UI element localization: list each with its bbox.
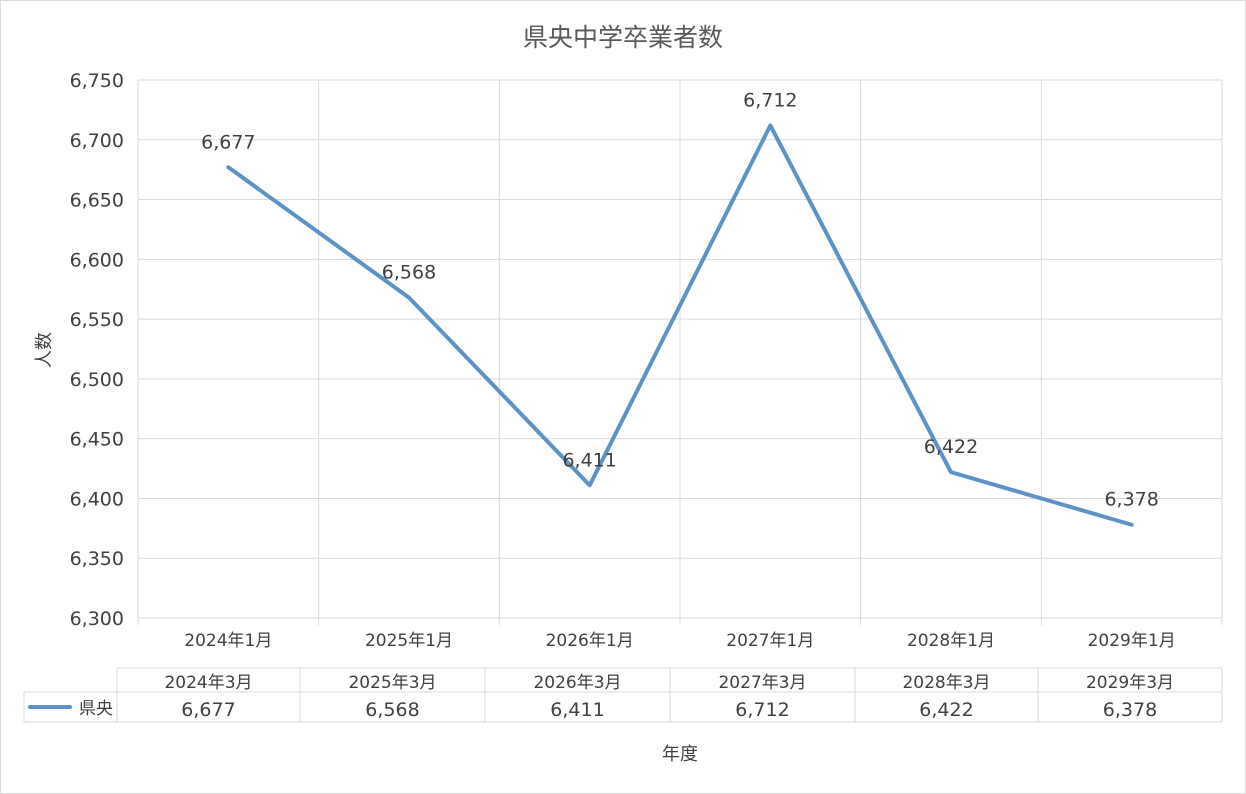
y-tick-label: 6,650 — [70, 190, 124, 212]
y-tick-label: 6,350 — [70, 548, 124, 570]
y-tick-label: 6,750 — [70, 70, 124, 92]
data-label: 6,568 — [382, 262, 436, 284]
y-tick-label: 6,450 — [70, 429, 124, 451]
x-axis-title: 年度 — [662, 744, 698, 765]
table-header-cell: 2026年3月 — [533, 673, 621, 693]
table-value-cell: 6,378 — [1103, 699, 1157, 721]
x-tick-label: 2025年1月 — [365, 631, 453, 651]
x-tick-label: 2029年1月 — [1088, 631, 1176, 651]
x-tick-label: 2028年1月 — [907, 631, 995, 651]
data-label: 6,411 — [562, 449, 616, 471]
table-header-cell: 2025年3月 — [348, 673, 436, 693]
y-tick-label: 6,300 — [70, 608, 124, 630]
y-axis-title: 人数 — [34, 332, 55, 368]
chart-title: 県央中学卒業者数 — [522, 23, 723, 52]
data-label: 6,677 — [201, 131, 255, 153]
y-tick-label: 6,700 — [70, 130, 124, 152]
x-tick-label: 2027年1月 — [726, 631, 814, 651]
table-header-cell: 2024年3月 — [164, 673, 252, 693]
data-label: 6,422 — [924, 436, 978, 458]
table-value-cell: 6,568 — [365, 699, 419, 721]
table-header-cell: 2028年3月 — [902, 673, 990, 693]
series-line — [226, 123, 1134, 527]
table-value-cell: 6,422 — [919, 699, 973, 721]
table-header-cell: 2029年3月 — [1086, 673, 1174, 693]
table-value-cell: 6,712 — [735, 699, 789, 721]
table-header-cell: 2027年3月 — [718, 673, 806, 693]
data-label: 6,378 — [1104, 489, 1158, 511]
table-value-cell: 6,411 — [550, 699, 604, 721]
y-tick-label: 6,600 — [70, 249, 124, 271]
x-tick-label: 2026年1月 — [546, 631, 634, 651]
y-tick-label: 6,550 — [70, 309, 124, 331]
y-tick-label: 6,500 — [70, 369, 124, 391]
table-value-cell: 6,677 — [181, 699, 235, 721]
y-tick-label: 6,400 — [70, 488, 124, 510]
x-tick-label: 2024年1月 — [184, 631, 272, 651]
data-label: 6,712 — [743, 89, 797, 111]
legend-series-name: 県央 — [79, 699, 113, 719]
